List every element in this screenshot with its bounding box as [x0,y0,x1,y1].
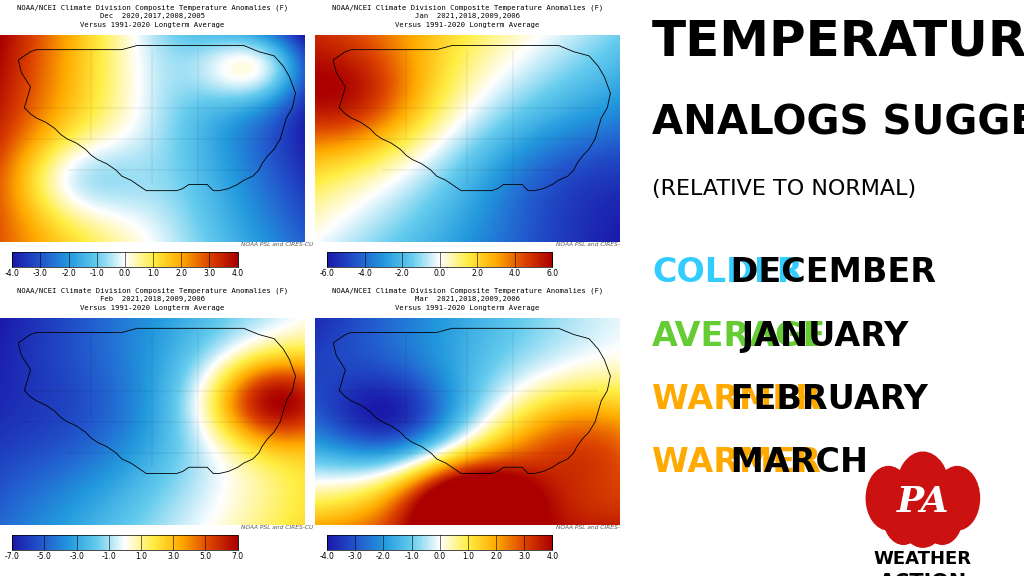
Bar [327,252,553,267]
Text: AVERAGE: AVERAGE [652,320,826,353]
Text: WEATHER: WEATHER [873,550,972,568]
Text: -2.0: -2.0 [395,269,410,278]
Text: 3.0: 3.0 [167,552,179,560]
Text: ANALOGS SUGGEST: ANALOGS SUGGEST [652,104,1024,143]
Text: -4.0: -4.0 [5,269,19,278]
Text: 0.0: 0.0 [119,269,131,278]
Text: -6.0: -6.0 [319,269,335,278]
Text: -1.0: -1.0 [404,552,419,560]
Text: WARMER FEBRUARY: WARMER FEBRUARY [652,383,1024,416]
Text: 4.0: 4.0 [231,269,244,278]
Text: -7.0: -7.0 [5,552,19,560]
Text: 1.0: 1.0 [147,269,159,278]
Text: -5.0: -5.0 [37,552,52,560]
Text: 2.0: 2.0 [471,269,483,278]
Text: -4.0: -4.0 [319,552,335,560]
Text: (RELATIVE TO NORMAL): (RELATIVE TO NORMAL) [652,179,916,199]
Bar [12,535,238,550]
Circle shape [866,467,910,530]
Text: ACTION: ACTION [879,573,967,576]
Text: 2.0: 2.0 [490,552,502,560]
Text: NOAA PSL and CIRES-CU: NOAA PSL and CIRES-CU [241,242,313,247]
Circle shape [899,478,947,547]
Bar [327,535,553,550]
Text: -2.0: -2.0 [61,269,76,278]
Text: 1.0: 1.0 [462,552,474,560]
Text: DECEMBER: DECEMBER [719,256,936,289]
Text: 4.0: 4.0 [509,269,521,278]
Circle shape [884,487,924,544]
Text: 2.0: 2.0 [175,269,187,278]
Text: 0.0: 0.0 [434,269,445,278]
Text: PA: PA [897,485,949,520]
Bar [12,252,238,267]
Circle shape [935,467,980,530]
Text: 3.0: 3.0 [518,552,530,560]
Text: 7.0: 7.0 [231,552,244,560]
Text: JANUARY: JANUARY [730,320,908,353]
Text: NOAA/NCEI Climate Division Composite Temperature Anomalies (F)
Feb  2021,2018,20: NOAA/NCEI Climate Division Composite Tem… [16,287,288,310]
Text: NOAA PSL and CIRES-CU: NOAA PSL and CIRES-CU [556,242,628,247]
Text: COLDER: COLDER [652,256,803,289]
Text: COLDER DECEMBER: COLDER DECEMBER [652,256,1019,289]
Text: -3.0: -3.0 [33,269,48,278]
Text: 4.0: 4.0 [547,552,558,560]
Text: MARCH: MARCH [719,446,868,479]
Text: FEBRUARY: FEBRUARY [719,383,928,416]
Text: -3.0: -3.0 [70,552,84,560]
Text: 6.0: 6.0 [547,269,558,278]
Text: -1.0: -1.0 [101,552,116,560]
Text: -4.0: -4.0 [357,269,372,278]
Text: -2.0: -2.0 [376,552,391,560]
Text: 1.0: 1.0 [135,552,147,560]
Text: NOAA PSL and CIRES-CU: NOAA PSL and CIRES-CU [556,525,628,530]
Text: -3.0: -3.0 [348,552,362,560]
Text: AVERAGE JANUARY: AVERAGE JANUARY [652,320,1005,353]
Text: NOAA/NCEI Climate Division Composite Temperature Anomalies (F)
Mar  2021,2018,20: NOAA/NCEI Climate Division Composite Tem… [332,287,603,310]
Text: -1.0: -1.0 [89,269,104,278]
Text: WARMER: WARMER [652,383,821,416]
Text: WARMER: WARMER [652,446,821,479]
Circle shape [922,487,963,544]
Text: 0.0: 0.0 [434,552,445,560]
Text: TEMPERATURE: TEMPERATURE [652,17,1024,65]
Text: WARMER MARCH: WARMER MARCH [652,446,970,479]
Text: NOAA/NCEI Climate Division Composite Temperature Anomalies (F)
Dec  2020,2017,20: NOAA/NCEI Climate Division Composite Tem… [16,5,288,28]
Text: NOAA/NCEI Climate Division Composite Temperature Anomalies (F)
Jan  2021,2018,20: NOAA/NCEI Climate Division Composite Tem… [332,5,603,28]
Text: NOAA PSL and CIRES-CU: NOAA PSL and CIRES-CU [241,525,313,530]
Circle shape [897,452,949,527]
Text: 5.0: 5.0 [200,552,212,560]
Text: 3.0: 3.0 [204,269,215,278]
